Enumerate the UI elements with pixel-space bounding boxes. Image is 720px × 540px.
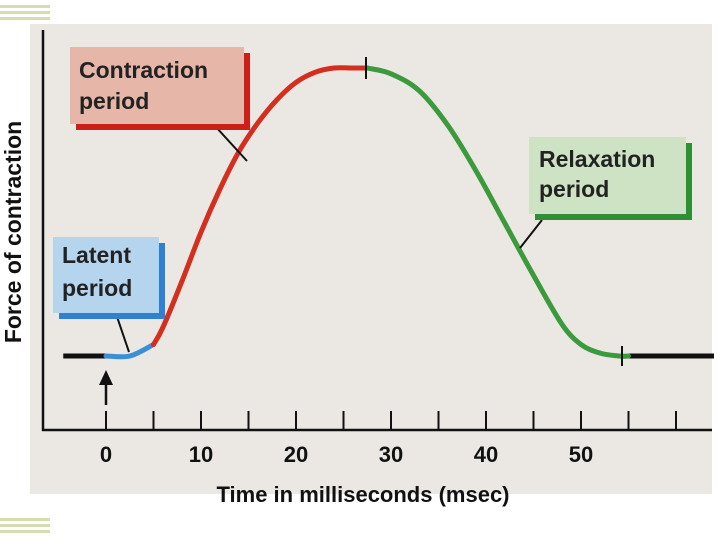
x-tick-label: 10 xyxy=(189,442,213,467)
latent-period-label: Latent period xyxy=(53,237,165,319)
relaxation-label-line1: Relaxation xyxy=(539,146,655,172)
latent-label-line2: period xyxy=(62,275,132,301)
x-tick-label: 0 xyxy=(100,442,112,467)
contraction-label-line1: Contraction xyxy=(79,57,208,83)
relaxation-period-label: Relaxation period xyxy=(529,137,692,220)
relaxation-leader-line xyxy=(519,219,543,249)
latent-period-curve xyxy=(103,342,156,360)
relaxation-period-curve xyxy=(364,65,631,359)
x-tick-label: 30 xyxy=(379,442,403,467)
x-tick-label: 40 xyxy=(474,442,498,467)
y-axis-label: Force of contraction xyxy=(0,121,26,343)
x-axis-ticks xyxy=(105,411,677,430)
contraction-period-label: Contraction period xyxy=(70,47,250,130)
contraction-period-curve xyxy=(151,65,370,347)
relaxation-label-line2: period xyxy=(539,176,609,202)
slide-decoration xyxy=(0,5,50,533)
x-tick-label: 20 xyxy=(284,442,308,467)
contraction-label-line2: period xyxy=(79,88,149,114)
x-axis-tick-labels: 0 10 20 30 40 50 xyxy=(100,442,593,467)
x-tick-label: 50 xyxy=(569,442,593,467)
x-axis-label: Time in milliseconds (msec) xyxy=(216,482,509,507)
stimulus-arrow-icon xyxy=(99,370,113,405)
latent-label-line1: Latent xyxy=(62,242,131,268)
